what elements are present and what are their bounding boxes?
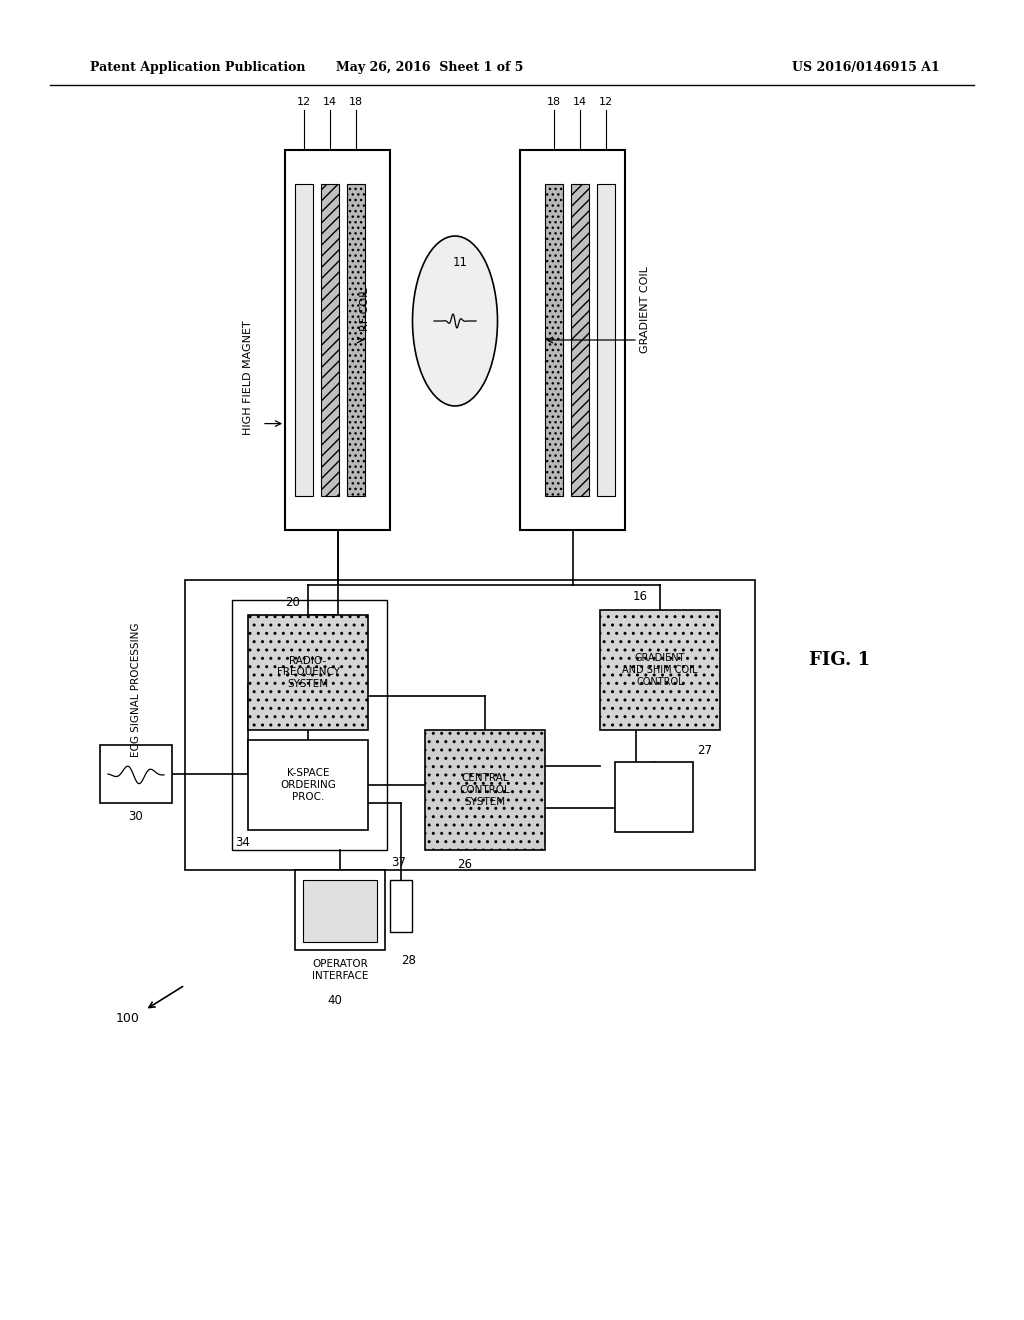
- Text: HIGH FIELD MAGNET: HIGH FIELD MAGNET: [243, 321, 253, 436]
- Text: RF COIL: RF COIL: [360, 288, 370, 331]
- Text: FIG. 1: FIG. 1: [809, 651, 870, 669]
- Bar: [248, 741, 368, 830]
- Text: 12: 12: [297, 96, 311, 107]
- Text: 14: 14: [573, 96, 587, 107]
- Bar: [185, 579, 755, 870]
- Bar: [597, 185, 615, 496]
- Bar: [321, 185, 339, 496]
- Bar: [600, 610, 720, 730]
- Bar: [248, 615, 368, 730]
- Bar: [347, 185, 365, 496]
- Text: US 2016/0146915 A1: US 2016/0146915 A1: [793, 62, 940, 74]
- Text: 40: 40: [328, 994, 342, 1006]
- Text: 34: 34: [236, 836, 251, 849]
- Text: 12: 12: [599, 96, 613, 107]
- Bar: [425, 730, 545, 850]
- Bar: [600, 610, 720, 730]
- Text: RADIO-
FREQUENCY
SYSTEM: RADIO- FREQUENCY SYSTEM: [276, 656, 340, 689]
- Bar: [321, 185, 339, 496]
- Text: 100: 100: [116, 1011, 140, 1024]
- Text: GRADIENT COIL: GRADIENT COIL: [640, 267, 650, 352]
- Bar: [303, 880, 377, 942]
- Text: 27: 27: [697, 743, 713, 756]
- Text: 11: 11: [453, 256, 468, 269]
- Bar: [285, 150, 390, 531]
- Text: 18: 18: [547, 96, 561, 107]
- Text: 20: 20: [286, 597, 300, 610]
- Text: CENTRAL
CONTROL
SYSTEM: CENTRAL CONTROL SYSTEM: [460, 774, 510, 807]
- Bar: [295, 870, 385, 950]
- Bar: [571, 185, 589, 496]
- Bar: [545, 185, 563, 496]
- Bar: [545, 185, 563, 496]
- Text: 16: 16: [633, 590, 647, 602]
- Text: 30: 30: [129, 810, 143, 824]
- Ellipse shape: [413, 236, 498, 407]
- Text: 18: 18: [349, 96, 364, 107]
- Bar: [520, 150, 625, 531]
- Text: May 26, 2016  Sheet 1 of 5: May 26, 2016 Sheet 1 of 5: [336, 62, 523, 74]
- Bar: [347, 185, 365, 496]
- Text: 28: 28: [401, 953, 417, 966]
- Text: OPERATOR
INTERFACE: OPERATOR INTERFACE: [312, 960, 369, 981]
- Text: Patent Application Publication: Patent Application Publication: [90, 62, 305, 74]
- Bar: [571, 185, 589, 496]
- Text: GRADIENT
AND SHIM COIL
CONTROL: GRADIENT AND SHIM COIL CONTROL: [623, 653, 697, 686]
- Text: 37: 37: [391, 855, 407, 869]
- Bar: [425, 730, 545, 850]
- Text: 26: 26: [458, 858, 472, 870]
- Text: K-SPACE
ORDERING
PROC.: K-SPACE ORDERING PROC.: [280, 768, 336, 801]
- Bar: [232, 601, 387, 850]
- Bar: [100, 744, 172, 803]
- Bar: [248, 615, 368, 730]
- Bar: [295, 185, 313, 496]
- Bar: [390, 880, 412, 932]
- Text: 14: 14: [323, 96, 337, 107]
- Text: ECG SIGNAL PROCESSING: ECG SIGNAL PROCESSING: [131, 623, 141, 758]
- Bar: [615, 762, 693, 832]
